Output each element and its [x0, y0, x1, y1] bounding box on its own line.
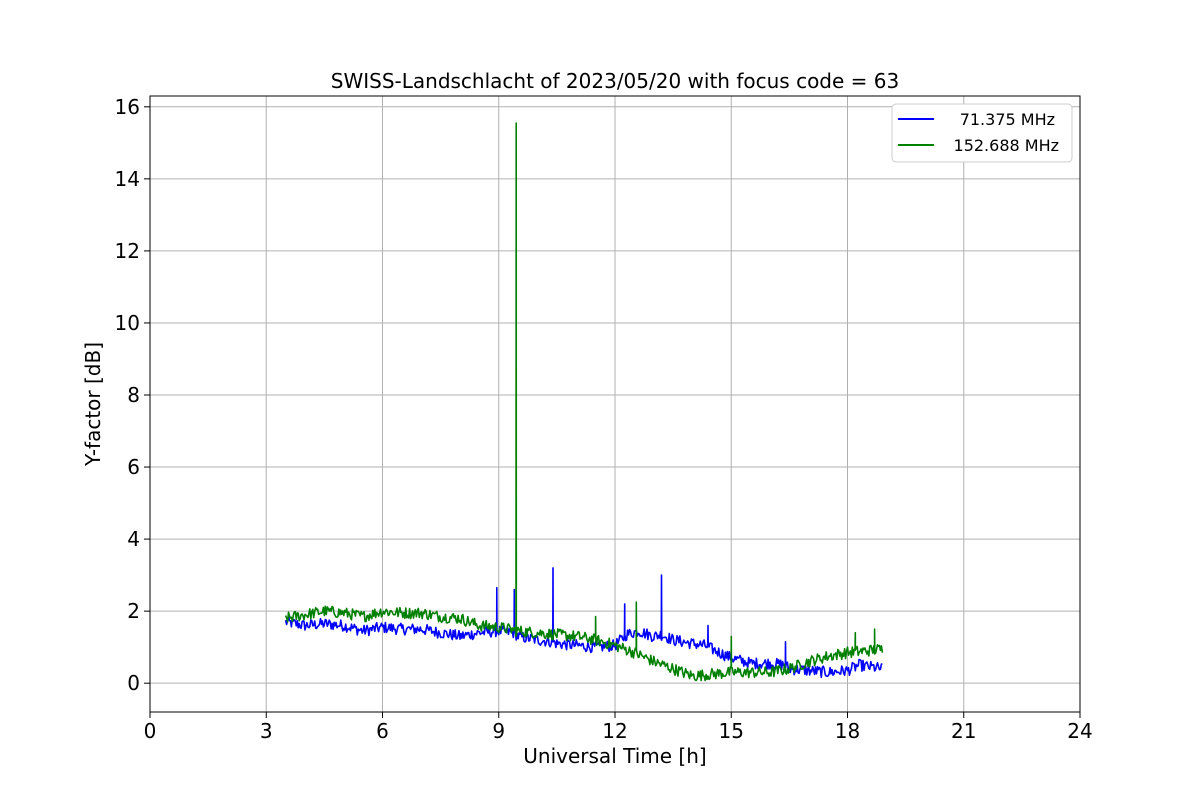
y-tick-label: 4: [127, 527, 140, 551]
series-line-1: [284, 567, 883, 679]
series-line-2: [284, 122, 884, 682]
y-tick-label: 2: [127, 599, 140, 623]
x-tick-label: 3: [260, 719, 273, 743]
y-tick-label: 16: [115, 95, 140, 119]
y-tick-label: 10: [115, 311, 140, 335]
y-tick-label: 12: [115, 239, 140, 263]
x-tick-label: 0: [144, 719, 157, 743]
y-tick-label: 14: [115, 167, 140, 191]
x-axis-label: Universal Time [h]: [523, 744, 706, 768]
x-tick-label: 6: [376, 719, 389, 743]
x-tick-label: 12: [602, 719, 627, 743]
x-tick-label: 21: [951, 719, 976, 743]
y-tick-label: 6: [127, 455, 140, 479]
legend-label-series-1: 71.375 MHz: [960, 110, 1055, 129]
y-axis-label: Y-factor [dB]: [81, 342, 105, 467]
series-layer: [284, 122, 884, 682]
legend-box: [891, 103, 1073, 163]
x-tick-label: 18: [835, 719, 860, 743]
x-tick-label: 9: [492, 719, 505, 743]
chart-title: SWISS-Landschlacht of 2023/05/20 with fo…: [331, 69, 899, 93]
legend: 71.375 MHz 152.688 MHz: [891, 103, 1073, 163]
x-tick-label: 24: [1067, 719, 1092, 743]
legend-label-series-2: 152.688 MHz: [954, 136, 1059, 155]
x-tick-label: 15: [719, 719, 744, 743]
y-tick-label: 8: [127, 383, 140, 407]
y-tick-label: 0: [127, 671, 140, 695]
